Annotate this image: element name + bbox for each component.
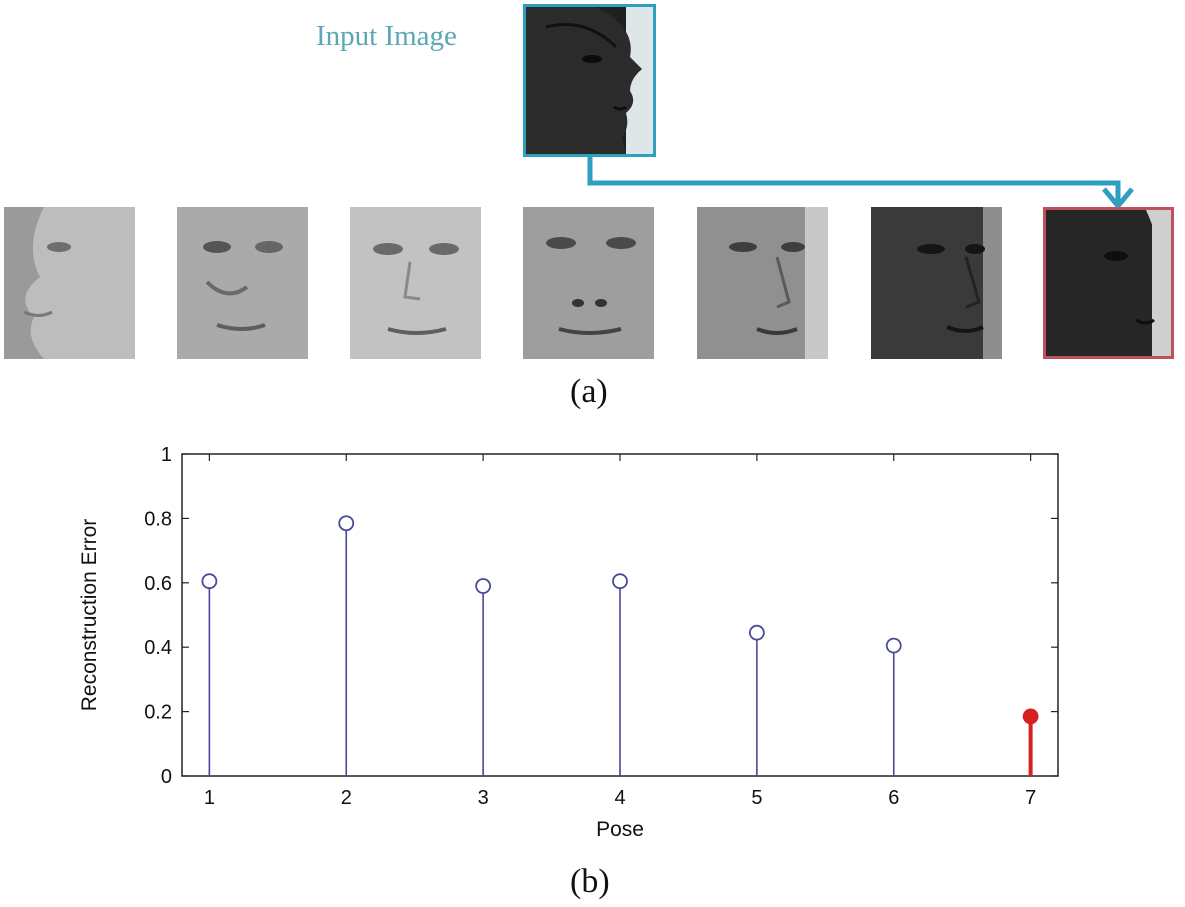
x-tick-label: 5 bbox=[751, 787, 762, 809]
stem-marker bbox=[1022, 708, 1039, 725]
input-to-pose-arrow bbox=[587, 156, 1134, 210]
stem-marker bbox=[885, 637, 902, 654]
caption-b: (b) bbox=[570, 863, 610, 900]
pose-image-4 bbox=[523, 207, 654, 359]
pose-image-5 bbox=[697, 207, 828, 359]
x-tick-label: 3 bbox=[478, 787, 489, 809]
stem-marker bbox=[338, 515, 355, 532]
y-axis-label: Reconstruction Error bbox=[78, 519, 101, 712]
caption-a: (a) bbox=[570, 373, 608, 410]
y-tick-label: 0.6 bbox=[144, 573, 172, 595]
x-tick-label: 2 bbox=[341, 787, 352, 809]
y-tick-label: 0 bbox=[161, 766, 172, 788]
pose-image-6 bbox=[871, 207, 1002, 359]
pose-image-2 bbox=[177, 207, 308, 359]
pose-image-7-selected bbox=[1043, 207, 1174, 359]
input-face-image bbox=[523, 4, 656, 157]
stem-marker bbox=[201, 573, 218, 590]
stem-marker bbox=[475, 578, 492, 594]
y-tick-label: 0.4 bbox=[144, 637, 172, 659]
x-tick-label: 7 bbox=[1025, 787, 1036, 809]
stem-marker bbox=[612, 573, 628, 590]
x-tick-label: 1 bbox=[204, 787, 215, 809]
reconstruction-error-chart: 1 2 3 4 5 6 7 0 0.2 0.4 0.6 0.8 1 Pose Reconstructio… bbox=[78, 444, 1059, 841]
input-image-label: Input Image bbox=[316, 20, 457, 52]
x-tick-label: 6 bbox=[888, 787, 899, 809]
pose-image-1 bbox=[4, 207, 135, 359]
x-tick-label: 4 bbox=[614, 787, 625, 809]
y-tick-label: 0.2 bbox=[144, 702, 172, 724]
stem-marker bbox=[748, 624, 765, 641]
pose-image-3 bbox=[350, 207, 481, 359]
x-axis-label: Pose bbox=[596, 818, 644, 841]
y-tick-label: 1 bbox=[161, 444, 172, 466]
y-tick-label: 0.8 bbox=[144, 508, 172, 530]
